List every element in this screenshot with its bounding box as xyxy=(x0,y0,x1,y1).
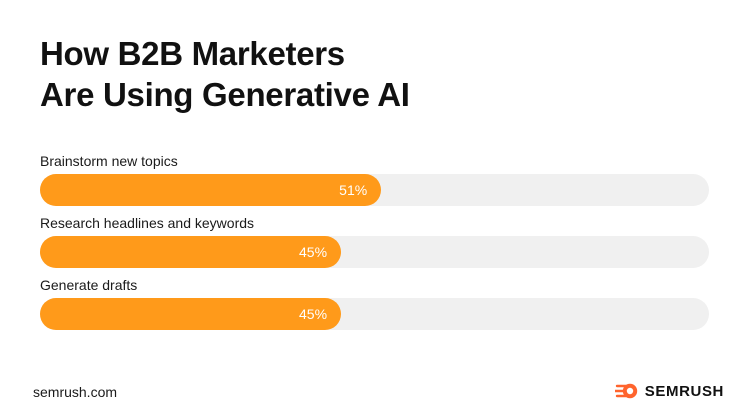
bar-chart: Brainstorm new topics 51% Research headlin… xyxy=(40,152,709,338)
semrush-fireball-icon xyxy=(614,383,637,399)
bar-label: Generate drafts xyxy=(40,277,138,293)
chart-title-line-1: How B2B Marketers xyxy=(40,35,345,72)
bar-fill: 51% xyxy=(40,174,382,206)
chart-title-line-2: Are Using Generative AI xyxy=(40,76,410,113)
bar-row: Brainstorm new topics 51% xyxy=(40,152,709,214)
bar-value-label: 45% xyxy=(299,306,328,322)
bar-track: 51% xyxy=(40,174,709,206)
bar-track: 45% xyxy=(40,298,709,330)
brand-name: SEMRUSH xyxy=(644,382,724,400)
bar-value-label: 45% xyxy=(299,244,328,260)
bar-track: 45% xyxy=(40,236,709,268)
bar-label: Brainstorm new topics xyxy=(40,153,178,169)
bar-row: Generate drafts 45% xyxy=(40,276,709,338)
semrush-logo: SEMRUSH xyxy=(614,382,724,400)
chart-title: How B2B Marketers Are Using Generative A… xyxy=(40,33,680,115)
bar-value-label: 51% xyxy=(339,182,368,198)
footer-site-link: semrush.com xyxy=(33,384,118,400)
bar-label: Research headlines and keywords xyxy=(40,215,255,231)
bar-fill: 45% xyxy=(40,236,342,268)
bar-fill: 45% xyxy=(40,298,342,330)
bar-row: Research headlines and keywords 45% xyxy=(40,214,709,276)
